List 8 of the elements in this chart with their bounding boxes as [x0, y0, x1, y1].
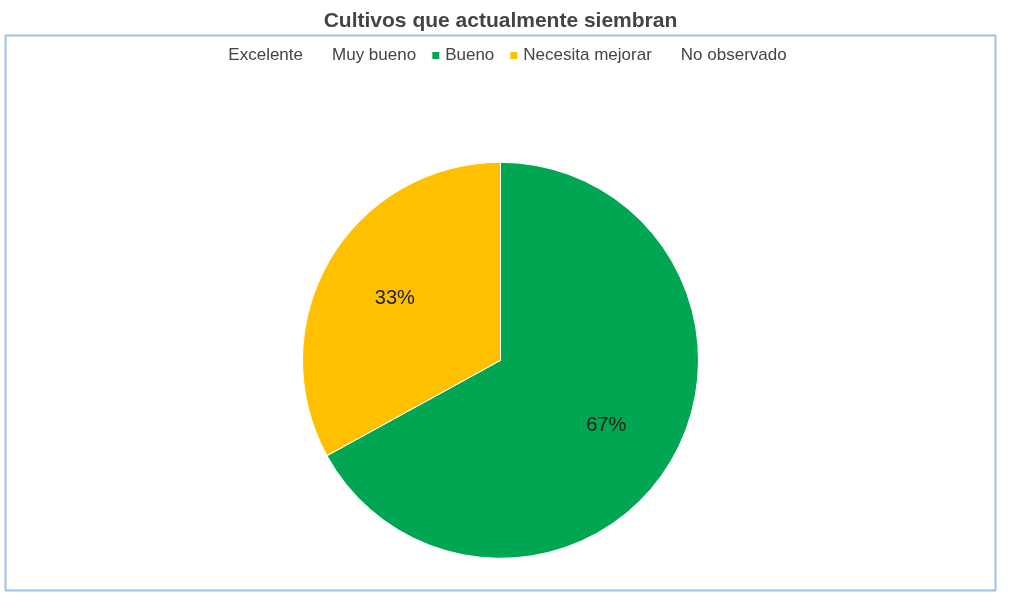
data-label: 67%: [586, 413, 627, 435]
legend-label: Necesita mejorar: [523, 45, 652, 65]
chart-title: Cultivos que actualmente siembran: [323, 7, 678, 31]
category-label: No observado: [680, 45, 787, 64]
data-label: 33%: [374, 285, 416, 308]
category-label: Excelente: [228, 45, 304, 64]
legend-label: Bueno: [445, 45, 495, 65]
category-label: Muy bueno: [332, 45, 417, 64]
